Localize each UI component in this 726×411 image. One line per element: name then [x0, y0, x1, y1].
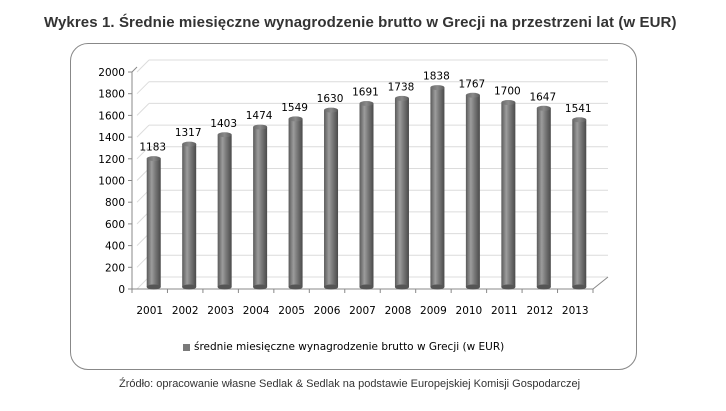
svg-text:2008: 2008 — [385, 305, 412, 317]
svg-text:2000: 2000 — [98, 67, 125, 79]
svg-text:1838: 1838 — [423, 71, 450, 83]
svg-text:1549: 1549 — [281, 102, 308, 114]
bar-2012 — [536, 105, 551, 290]
svg-text:1541: 1541 — [565, 103, 592, 115]
bar-2004 — [253, 124, 268, 290]
svg-text:2007: 2007 — [349, 305, 376, 317]
svg-text:2010: 2010 — [456, 305, 483, 317]
bar-2001 — [146, 156, 161, 290]
svg-text:1317: 1317 — [175, 127, 202, 139]
x-axis: 2001 2002 2003 2004 2005 2006 2007 2008 2009 2010… — [131, 276, 609, 317]
bar-2010 — [465, 92, 480, 290]
svg-text:2011: 2011 — [491, 305, 518, 317]
bar-2011 — [501, 100, 516, 290]
bar-2007 — [359, 101, 374, 290]
chart-title: Wykres 1. Średnie miesięczne wynagrodzen… — [44, 14, 677, 31]
svg-text:2013: 2013 — [562, 305, 589, 317]
svg-text:400: 400 — [105, 241, 125, 253]
svg-text:2001: 2001 — [136, 305, 163, 317]
legend-label: średnie miesięczne wynagrodzenie brutto … — [194, 341, 505, 353]
svg-text:1600: 1600 — [98, 110, 125, 122]
svg-text:2003: 2003 — [207, 305, 234, 317]
svg-text:1474: 1474 — [246, 110, 273, 122]
svg-text:1738: 1738 — [388, 81, 415, 93]
svg-text:2006: 2006 — [314, 305, 341, 317]
bar-2009 — [430, 85, 445, 290]
svg-text:2005: 2005 — [278, 305, 305, 317]
bar-2002 — [182, 141, 197, 290]
svg-text:1800: 1800 — [98, 89, 125, 101]
svg-text:1691: 1691 — [352, 87, 379, 99]
svg-text:1000: 1000 — [98, 176, 125, 188]
legend: średnie miesięczne wynagrodzenie brutto … — [183, 341, 504, 353]
svg-text:1630: 1630 — [317, 93, 344, 105]
y-axis: 0 200 400 600 800 1000 1200 1400 1600 1800 2000 — [98, 66, 138, 296]
bar-2005 — [288, 116, 303, 290]
bars — [146, 85, 587, 290]
bar-2006 — [324, 107, 339, 290]
data-labels: 1183 1317 1403 1474 1549 1630 1691 1738 1838 1767… — [139, 71, 591, 154]
svg-text:1647: 1647 — [529, 91, 556, 103]
svg-text:1700: 1700 — [494, 86, 521, 98]
svg-text:1400: 1400 — [98, 132, 125, 144]
svg-text:2012: 2012 — [526, 305, 553, 317]
svg-text:2002: 2002 — [172, 305, 199, 317]
svg-text:1200: 1200 — [98, 154, 125, 166]
bar-2003 — [217, 132, 232, 290]
svg-text:200: 200 — [105, 262, 125, 274]
svg-text:1183: 1183 — [139, 142, 166, 154]
svg-text:2004: 2004 — [243, 305, 270, 317]
svg-text:0: 0 — [118, 284, 125, 296]
svg-text:1767: 1767 — [459, 78, 486, 90]
svg-text:800: 800 — [105, 197, 125, 209]
svg-text:2009: 2009 — [420, 305, 447, 317]
svg-text:1403: 1403 — [210, 118, 237, 130]
legend-swatch — [183, 343, 190, 351]
svg-text:600: 600 — [105, 219, 125, 231]
source-note: Źródło: opracowanie własne Sedlak & Sedl… — [119, 378, 581, 390]
bar-2013 — [572, 117, 587, 290]
bar-2008 — [394, 95, 409, 290]
